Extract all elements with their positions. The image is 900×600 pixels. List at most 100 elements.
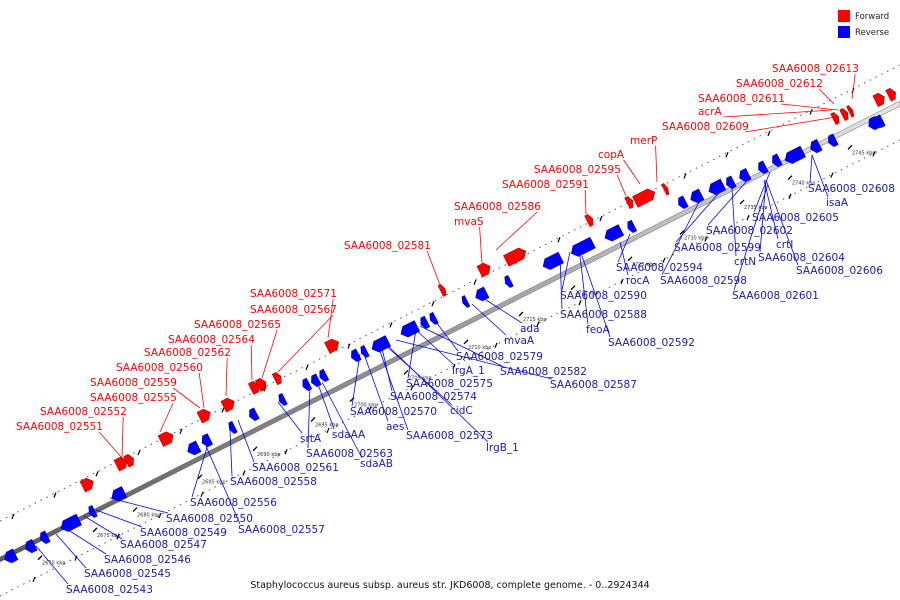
forward-gene-label[interactable]: SAA6008_02564 <box>168 334 255 346</box>
reverse-gene-label[interactable]: SAA6008_02557 <box>238 524 325 536</box>
forward-gene[interactable] <box>846 105 856 118</box>
forward-gene[interactable] <box>196 407 213 424</box>
reverse-gene-label[interactable]: aes <box>386 421 404 433</box>
reverse-gene-label[interactable]: ada <box>520 323 540 335</box>
reverse-gene-label[interactable]: SAA6008_02587 <box>550 379 637 391</box>
forward-gene-label[interactable]: SAA6008_02591 <box>502 179 589 191</box>
forward-gene-label[interactable]: SAA6008_02581 <box>344 240 431 252</box>
forward-gene-label[interactable]: mvaS <box>454 216 484 228</box>
forward-gene-label[interactable]: SAA6008_02552 <box>40 406 127 418</box>
forward-gene[interactable] <box>324 337 341 354</box>
reverse-gene[interactable] <box>317 368 330 383</box>
reverse-gene[interactable] <box>418 315 431 330</box>
forward-gene[interactable] <box>584 213 596 228</box>
reverse-gene-label[interactable]: SAA6008_02601 <box>732 290 819 302</box>
reverse-gene[interactable] <box>873 114 886 129</box>
reverse-gene[interactable] <box>540 251 564 272</box>
reverse-gene[interactable] <box>473 286 490 303</box>
forward-gene[interactable] <box>632 187 657 208</box>
forward-gene-label[interactable]: SAA6008_02612 <box>736 78 823 90</box>
forward-gene[interactable] <box>624 195 636 210</box>
reverse-gene-label[interactable]: srtA <box>300 433 322 445</box>
reverse-gene[interactable] <box>676 195 689 210</box>
forward-gene[interactable] <box>113 455 130 472</box>
reverse-gene[interactable] <box>38 530 51 545</box>
reverse-gene[interactable] <box>737 168 752 183</box>
reverse-gene[interactable] <box>688 188 705 205</box>
reverse-gene[interactable] <box>87 504 98 518</box>
forward-gene-label[interactable]: SAA6008_02595 <box>534 164 621 176</box>
reverse-gene[interactable] <box>770 153 783 168</box>
reverse-gene-label[interactable]: SAA6008_02594 <box>616 262 703 274</box>
reverse-gene-label[interactable]: SAA6008_02575 <box>406 378 493 390</box>
forward-gene[interactable] <box>661 183 671 196</box>
reverse-gene-label[interactable]: SAA6008_02550 <box>166 513 253 525</box>
reverse-gene-label[interactable]: SAA6008_02574 <box>390 391 477 403</box>
reverse-gene[interactable] <box>2 548 19 565</box>
forward-gene[interactable] <box>220 396 237 413</box>
reverse-gene-label[interactable]: SAA6008_02590 <box>560 290 647 302</box>
reverse-gene[interactable] <box>756 160 769 175</box>
reverse-gene-label[interactable]: SAA6008_02561 <box>252 462 339 474</box>
reverse-gene-label[interactable]: SAA6008_02588 <box>560 309 647 321</box>
reverse-gene-label[interactable]: SAA6008_02546 <box>104 554 191 566</box>
reverse-gene-label[interactable]: cidC <box>450 405 473 417</box>
reverse-gene-label[interactable]: SAA6008_02563 <box>306 448 393 460</box>
reverse-gene-label[interactable]: SAA6008_02608 <box>808 183 895 195</box>
reverse-gene-label[interactable]: lrgB_1 <box>486 442 519 454</box>
reverse-gene[interactable] <box>349 348 362 363</box>
forward-gene[interactable] <box>157 429 176 447</box>
forward-gene-label[interactable]: copA <box>598 149 625 161</box>
reverse-gene-label[interactable]: SAA6008_02570 <box>350 406 437 418</box>
forward-gene-label[interactable]: SAA6008_02613 <box>772 63 859 75</box>
forward-gene[interactable] <box>437 284 448 297</box>
forward-gene-label[interactable]: SAA6008_02571 <box>250 288 337 300</box>
reverse-gene[interactable] <box>369 335 392 355</box>
forward-gene-label[interactable]: merP <box>630 135 657 147</box>
reverse-gene-label[interactable]: SAA6008_02604 <box>758 252 845 264</box>
forward-gene[interactable] <box>839 107 851 122</box>
forward-gene[interactable] <box>271 371 284 386</box>
reverse-gene-label[interactable]: crtN <box>734 256 756 268</box>
forward-gene[interactable] <box>254 377 268 392</box>
reverse-gene[interactable] <box>300 377 313 392</box>
reverse-gene-label[interactable]: SAA6008_02547 <box>120 539 207 551</box>
reverse-gene[interactable] <box>227 420 238 434</box>
reverse-gene-label[interactable]: feoA <box>586 324 611 336</box>
reverse-gene[interactable] <box>503 274 514 288</box>
forward-gene-label[interactable]: SAA6008_02567 <box>250 304 337 316</box>
forward-gene[interactable] <box>79 476 96 493</box>
reverse-gene-label[interactable]: mvaA <box>504 335 535 347</box>
reverse-gene-label[interactable]: rocA <box>626 275 650 287</box>
reverse-gene[interactable] <box>706 178 727 197</box>
forward-gene-label[interactable]: SAA6008_02560 <box>116 362 203 374</box>
reverse-gene-label[interactable]: SAA6008_02599 <box>674 242 761 254</box>
reverse-gene[interactable] <box>782 145 806 166</box>
reverse-gene-label[interactable]: SAA6008_02602 <box>706 225 793 237</box>
forward-gene-label[interactable]: SAA6008_02551 <box>16 421 103 433</box>
reverse-gene-label[interactable]: SAA6008_02606 <box>796 265 883 277</box>
reverse-gene-label[interactable]: SAA6008_02579 <box>456 351 543 363</box>
reverse-gene[interactable] <box>185 440 202 457</box>
reverse-gene-label[interactable]: SAA6008_02556 <box>190 497 277 509</box>
forward-gene-label[interactable]: acrA <box>698 106 723 118</box>
reverse-gene[interactable] <box>724 175 737 190</box>
reverse-gene[interactable] <box>808 139 823 154</box>
reverse-gene[interactable] <box>199 433 214 449</box>
reverse-gene-label[interactable]: sdaAA <box>332 429 366 441</box>
reverse-gene-label[interactable]: SAA6008_02545 <box>84 568 171 580</box>
forward-gene[interactable] <box>123 453 137 468</box>
reverse-gene-label[interactable]: SAA6008_02558 <box>230 476 317 488</box>
reverse-gene-label[interactable]: lrgA_1 <box>452 365 485 377</box>
forward-gene-label[interactable]: SAA6008_02586 <box>454 201 541 213</box>
reverse-gene[interactable] <box>460 295 471 309</box>
reverse-gene-label[interactable]: crtI <box>776 239 793 251</box>
forward-gene[interactable] <box>830 111 842 126</box>
reverse-gene[interactable] <box>428 311 439 325</box>
reverse-gene-label[interactable]: SAA6008_02582 <box>500 366 587 378</box>
reverse-gene[interactable] <box>277 392 288 406</box>
reverse-gene[interactable] <box>247 407 260 422</box>
reverse-gene[interactable] <box>602 224 625 244</box>
forward-gene-label[interactable]: SAA6008_02562 <box>144 347 231 359</box>
reverse-gene-label[interactable]: SAA6008_02573 <box>406 430 493 442</box>
